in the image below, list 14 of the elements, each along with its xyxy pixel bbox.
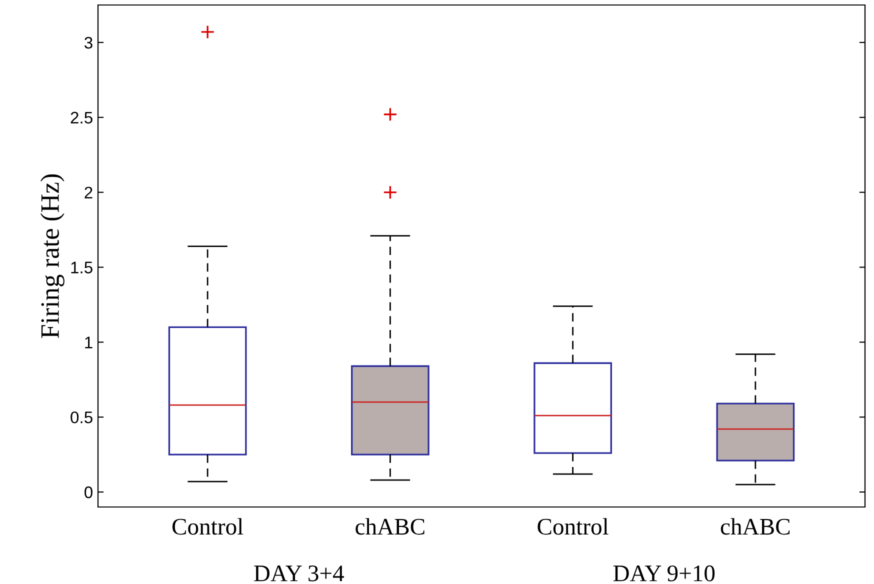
y-tick-label: 1 (85, 336, 92, 348)
y-tick-label: 3 (84, 36, 92, 49)
y-tick-label: 1.5 (71, 262, 92, 274)
text: DAY 3+4 (254, 565, 344, 582)
y-tick-label: 2.5 (70, 112, 92, 124)
x-tick-label: Control (172, 518, 244, 535)
x-tick-label: chABC (720, 518, 790, 535)
y-tick-label: 2 (84, 186, 92, 198)
y-tick-label: 0 (84, 486, 92, 498)
x-tick-label: Control (538, 518, 608, 535)
x-tick-label: chABC (356, 518, 424, 535)
text: DAY 9+10 (613, 565, 715, 582)
y-axis-title: Firing rate (Hz) (40, 174, 64, 338)
y-tick-label: 0.5 (70, 411, 92, 424)
